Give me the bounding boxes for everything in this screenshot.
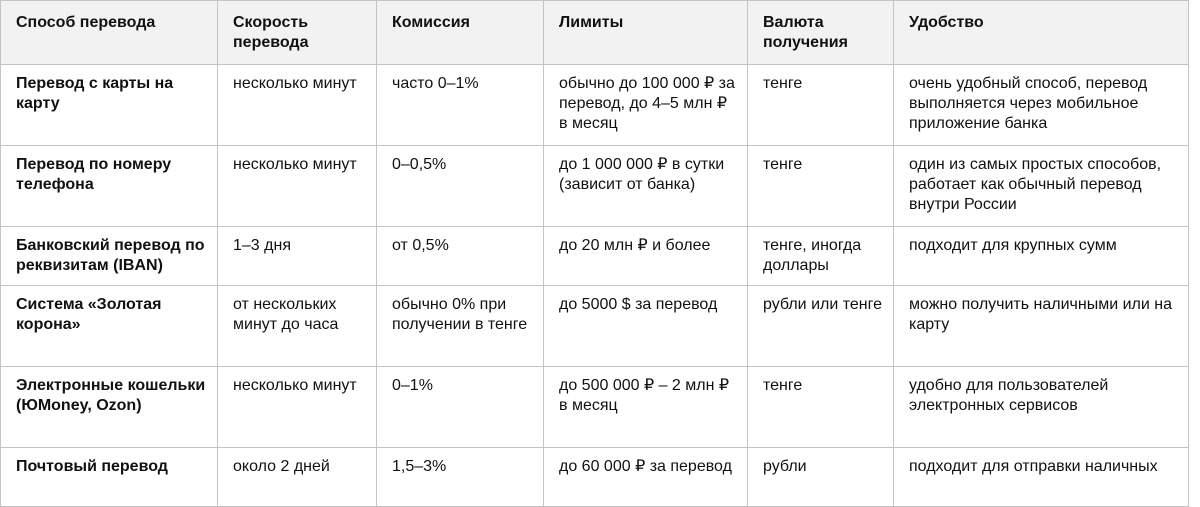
header-currency: Валюта получения (747, 0, 894, 65)
cell-convenience: очень удобный способ, перевод выполняетс… (893, 64, 1189, 146)
cell-fee: 0–0,5% (376, 145, 544, 227)
cell-fee: 0–1% (376, 366, 544, 448)
table-row: Электронные кошельки (ЮMoney, Ozon) неск… (0, 366, 1189, 448)
cell-speed: несколько минут (217, 366, 377, 448)
table-row: Перевод с карты на карту несколько минут… (0, 64, 1189, 146)
cell-speed: от нескольких минут до часа (217, 285, 377, 367)
cell-fee: 1,5–3% (376, 447, 544, 507)
cell-fee: обычно 0% при получении в тенге (376, 285, 544, 367)
cell-currency: тенге, иногда доллары (747, 226, 894, 286)
cell-method: Система «Золотая корона» (0, 285, 218, 367)
cell-fee: от 0,5% (376, 226, 544, 286)
cell-method: Электронные кошельки (ЮMoney, Ozon) (0, 366, 218, 448)
header-fee: Комиссия (376, 0, 544, 65)
cell-limits: до 500 000 ₽ – 2 млн ₽ в месяц (543, 366, 748, 448)
cell-limits: до 60 000 ₽ за перевод (543, 447, 748, 507)
cell-convenience: один из самых простых способов, работает… (893, 145, 1189, 227)
table-row: Перевод по номеру телефона несколько мин… (0, 145, 1189, 227)
cell-speed: около 2 дней (217, 447, 377, 507)
table-row: Система «Золотая корона» от нескольких м… (0, 285, 1189, 367)
cell-limits: до 20 млн ₽ и более (543, 226, 748, 286)
table-row: Почтовый перевод около 2 дней 1,5–3% до … (0, 447, 1189, 507)
cell-convenience: можно получить наличными или на карту (893, 285, 1189, 367)
cell-convenience: подходит для крупных сумм (893, 226, 1189, 286)
cell-currency: тенге (747, 366, 894, 448)
cell-speed: несколько минут (217, 64, 377, 146)
cell-method: Банковский перевод по реквизитам (IBAN) (0, 226, 218, 286)
cell-convenience: удобно для пользователей электронных сер… (893, 366, 1189, 448)
cell-convenience: подходит для отправки наличных (893, 447, 1189, 507)
cell-speed: несколько минут (217, 145, 377, 227)
cell-method: Перевод по номеру телефона (0, 145, 218, 227)
cell-limits: до 5000 $ за перевод (543, 285, 748, 367)
cell-limits: обычно до 100 000 ₽ за перевод, до 4–5 м… (543, 64, 748, 146)
cell-currency: тенге (747, 145, 894, 227)
header-speed: Скорость перевода (217, 0, 377, 65)
table-row: Банковский перевод по реквизитам (IBAN) … (0, 226, 1189, 286)
cell-limits: до 1 000 000 ₽ в сутки (зависит от банка… (543, 145, 748, 227)
cell-method: Почтовый перевод (0, 447, 218, 507)
cell-fee: часто 0–1% (376, 64, 544, 146)
cell-currency: рубли (747, 447, 894, 507)
table-header-row: Способ перевода Скорость перевода Комисс… (0, 0, 1189, 65)
cell-currency: тенге (747, 64, 894, 146)
cell-currency: рубли или тенге (747, 285, 894, 367)
cell-speed: 1–3 дня (217, 226, 377, 286)
cell-method: Перевод с карты на карту (0, 64, 218, 146)
header-limits: Лимиты (543, 0, 748, 65)
header-method: Способ перевода (0, 0, 218, 65)
header-convenience: Удобство (893, 0, 1189, 65)
